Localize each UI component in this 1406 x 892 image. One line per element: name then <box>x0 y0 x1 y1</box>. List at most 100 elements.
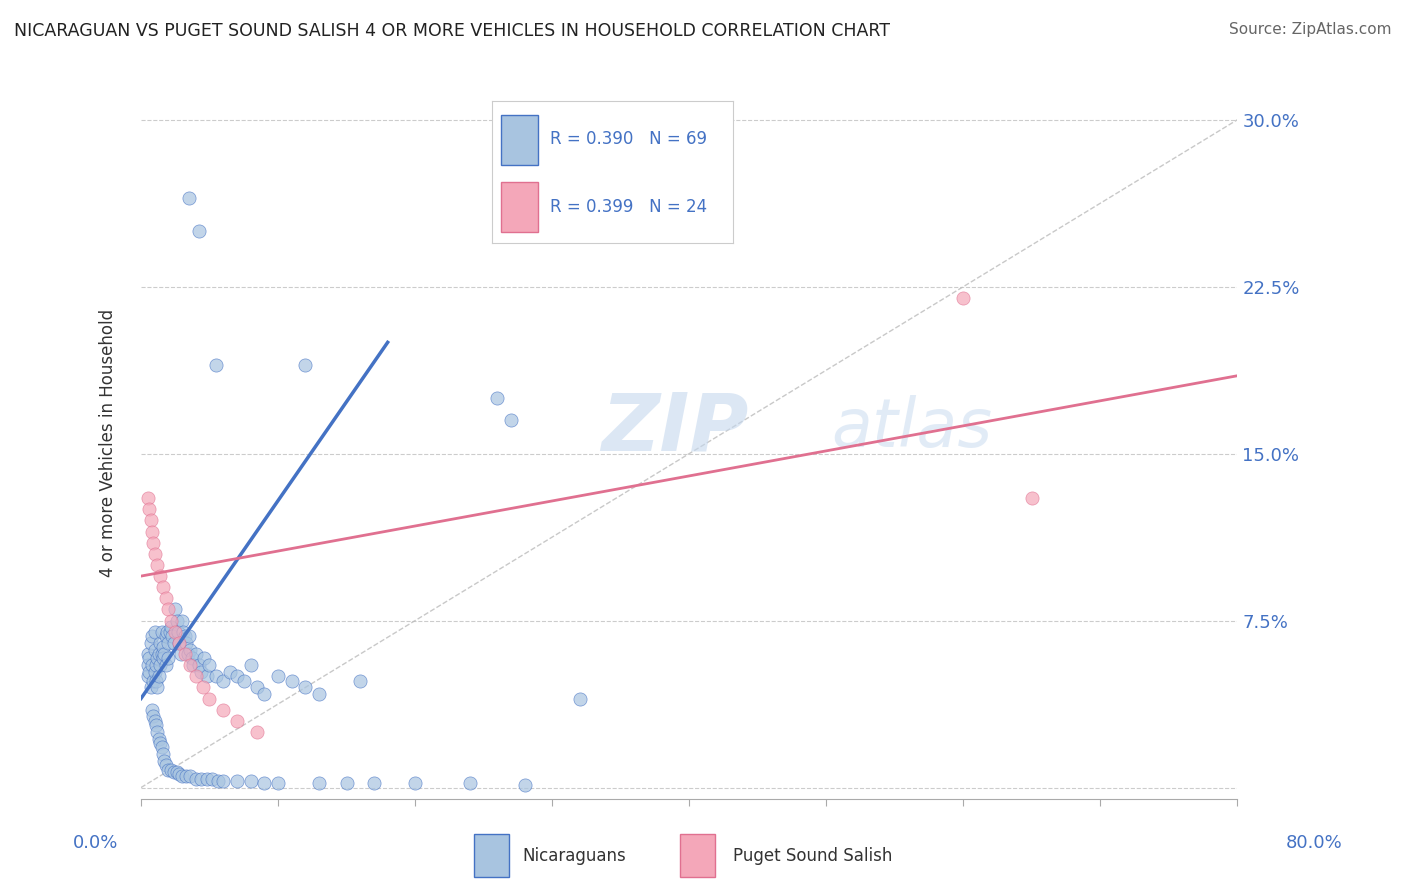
Point <box>165 624 187 639</box>
Point <box>205 358 228 372</box>
Point <box>155 591 177 606</box>
Point <box>179 769 201 783</box>
Point <box>174 769 197 783</box>
Text: NICARAGUAN VS PUGET SOUND SALISH 4 OR MORE VEHICLES IN HOUSEHOLD CORRELATION CHA: NICARAGUAN VS PUGET SOUND SALISH 4 OR MO… <box>14 22 890 40</box>
Point <box>141 524 163 539</box>
Point <box>212 673 235 688</box>
Y-axis label: 4 or more Vehicles in Household: 4 or more Vehicles in Household <box>100 309 117 576</box>
Point <box>174 636 197 650</box>
Point <box>184 772 207 786</box>
Point <box>198 658 221 673</box>
Point <box>139 513 162 527</box>
Text: 0.0%: 0.0% <box>73 834 118 852</box>
Point <box>180 651 202 665</box>
Point <box>157 763 180 777</box>
Point <box>176 647 198 661</box>
Point <box>187 658 209 673</box>
Point <box>149 569 172 583</box>
Point <box>146 558 169 572</box>
Point <box>142 535 165 549</box>
Point <box>148 669 170 683</box>
Point <box>160 614 183 628</box>
Point <box>267 776 290 790</box>
Point <box>294 681 316 695</box>
Point <box>160 763 183 777</box>
Point <box>246 725 269 739</box>
Point <box>219 665 242 679</box>
Point <box>212 703 235 717</box>
Point <box>458 776 481 790</box>
Point <box>141 629 163 643</box>
Point <box>179 658 201 673</box>
Point <box>363 776 385 790</box>
Point <box>225 773 247 788</box>
Point <box>170 647 193 661</box>
Point <box>169 767 191 781</box>
Point <box>191 681 214 695</box>
Point <box>145 718 167 732</box>
Point <box>169 636 191 650</box>
Point <box>190 665 212 679</box>
Point <box>165 602 187 616</box>
Point <box>172 614 194 628</box>
Point <box>190 772 212 786</box>
Point <box>148 731 170 746</box>
Point <box>198 691 221 706</box>
Point <box>139 636 162 650</box>
Point <box>149 658 172 673</box>
Point <box>157 651 180 665</box>
Point <box>155 629 177 643</box>
Point <box>152 640 174 655</box>
Text: atlas: atlas <box>832 395 993 461</box>
Point <box>155 658 177 673</box>
Point <box>143 624 166 639</box>
Point <box>225 714 247 728</box>
Point <box>157 636 180 650</box>
Point <box>155 758 177 772</box>
Point <box>177 629 200 643</box>
Point <box>335 776 357 790</box>
Point <box>160 620 183 634</box>
Point <box>148 647 170 661</box>
Point <box>136 658 159 673</box>
Point <box>141 658 163 673</box>
Point <box>136 647 159 661</box>
Point <box>232 673 254 688</box>
Point <box>162 629 184 643</box>
Point <box>156 624 179 639</box>
Point <box>184 669 207 683</box>
Text: ZIP: ZIP <box>602 389 749 467</box>
Point <box>152 651 174 665</box>
Point <box>143 642 166 657</box>
Point <box>153 754 176 768</box>
Point <box>195 772 218 786</box>
Point <box>143 714 166 728</box>
Point <box>138 665 160 679</box>
Point <box>172 624 194 639</box>
Point <box>145 658 167 673</box>
Point <box>499 413 522 427</box>
Point <box>173 647 195 661</box>
Point <box>486 391 509 405</box>
Point <box>193 651 215 665</box>
Point <box>172 769 194 783</box>
Point <box>205 669 228 683</box>
Point <box>169 636 191 650</box>
Point <box>142 673 165 688</box>
Point <box>138 651 160 665</box>
Point <box>150 624 173 639</box>
Point <box>349 673 371 688</box>
Point <box>294 358 316 372</box>
Point <box>150 740 173 755</box>
Point <box>143 665 166 679</box>
Point <box>253 687 276 701</box>
Point <box>184 647 207 661</box>
Point <box>163 764 186 779</box>
Point <box>145 673 167 688</box>
Point <box>150 647 173 661</box>
Point <box>239 658 262 673</box>
Point <box>207 773 229 788</box>
Point <box>149 636 172 650</box>
Point <box>225 669 247 683</box>
Point <box>152 580 174 594</box>
